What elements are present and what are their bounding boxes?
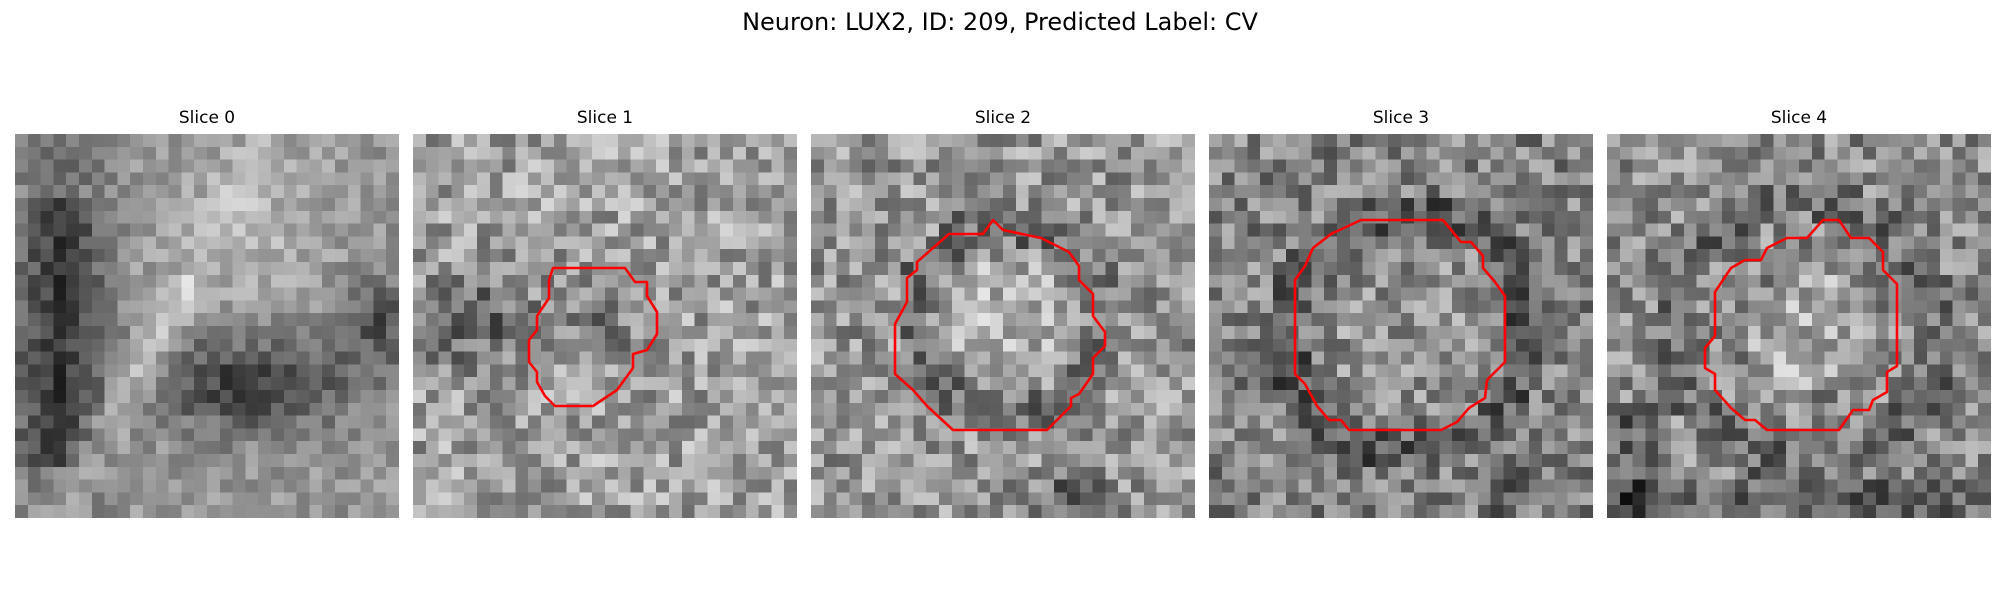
slice-title: Slice 3 [1372, 108, 1430, 128]
contour-overlay [1293, 218, 1507, 432]
cell-contour [893, 218, 1107, 432]
cell-contour [1703, 218, 1899, 432]
grayscale-image [15, 134, 399, 518]
grayscale-image [1209, 134, 1593, 518]
contour-overlay [527, 266, 659, 408]
grayscale-image [811, 134, 1195, 518]
slice-image [811, 134, 1195, 518]
cell-contour [527, 266, 659, 408]
slice-title: Slice 0 [178, 108, 236, 128]
slice-panel-3: Slice 3 [1209, 108, 1593, 518]
slice-image [15, 134, 399, 518]
grayscale-image [413, 134, 797, 518]
slice-panel-2: Slice 2 [811, 108, 1195, 518]
figure-title: Neuron: LUX2, ID: 209, Predicted Label: … [742, 8, 1258, 36]
slice-title: Slice 2 [974, 108, 1032, 128]
slice-image [413, 134, 797, 518]
grayscale-image [1607, 134, 1991, 518]
contour-overlay [15, 134, 399, 518]
slice-image [1209, 134, 1593, 518]
slice-title: Slice 4 [1770, 108, 1828, 128]
cell-contour [1293, 218, 1507, 432]
slice-panel-1: Slice 1 [413, 108, 797, 518]
slice-panel-0: Slice 0 [15, 108, 399, 518]
slice-title: Slice 1 [576, 108, 634, 128]
slice-image [1607, 134, 1991, 518]
contour-overlay [893, 218, 1107, 432]
contour-overlay [1703, 218, 1899, 432]
slice-panel-4: Slice 4 [1607, 108, 1991, 518]
